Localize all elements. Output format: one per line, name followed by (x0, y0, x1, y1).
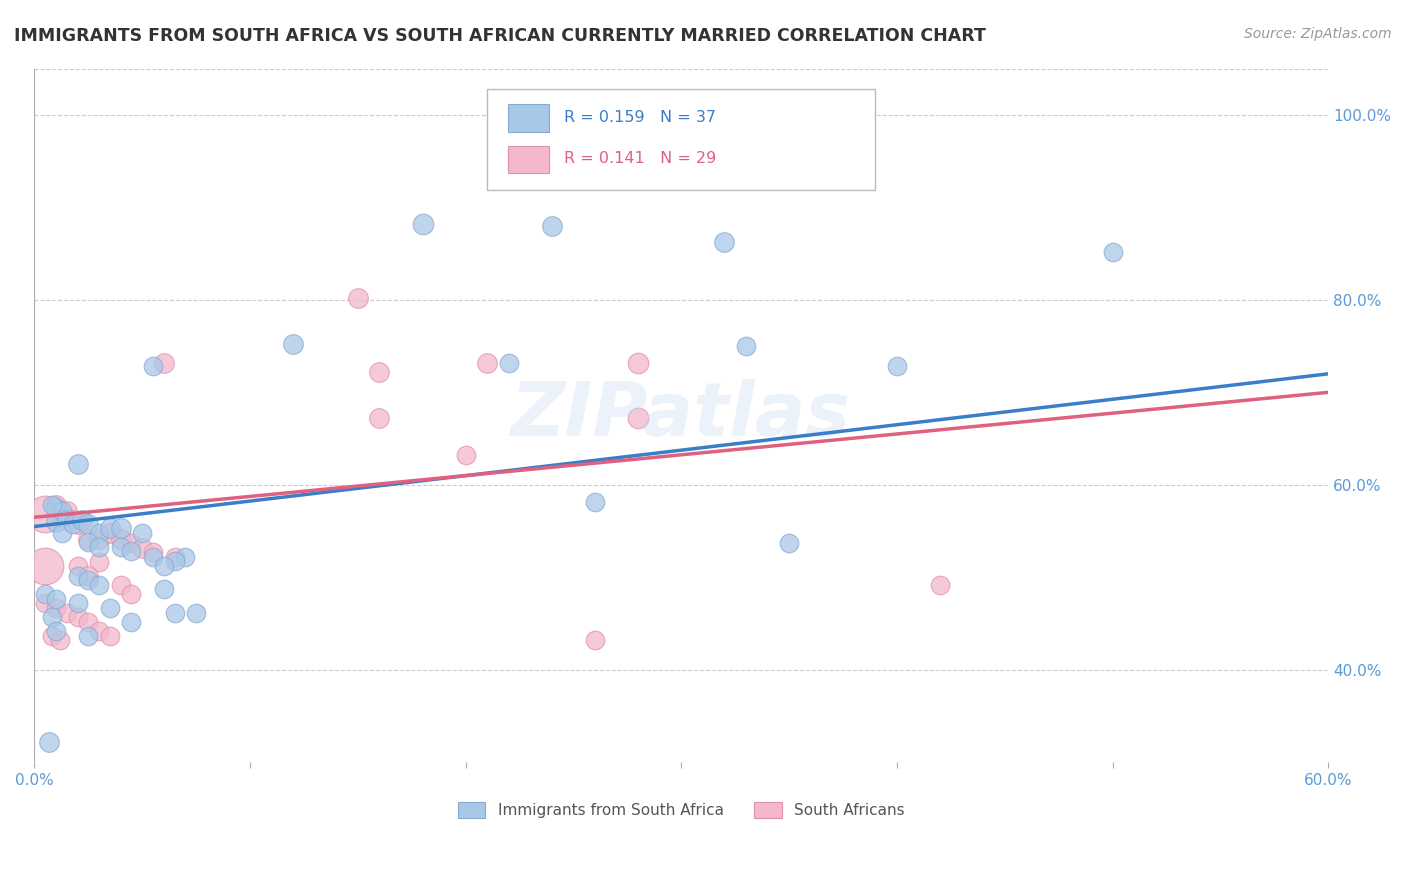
Point (66, 610, 89, 624)
Point (368, 365, 391, 379)
Point (929, 578, 952, 592)
Point (34, 596, 56, 610)
Point (98, 521, 121, 535)
Point (41, 629, 63, 643)
Point (120, 544, 142, 558)
Text: R = 0.141   N = 29: R = 0.141 N = 29 (564, 152, 716, 166)
Point (77, 535, 100, 549)
Point (38, 735, 60, 749)
Point (735, 339, 758, 353)
Point (77, 532, 100, 546)
Point (498, 356, 520, 370)
Point (77, 615, 100, 629)
Point (87, 532, 110, 546)
Point (45, 624, 67, 638)
Point (346, 291, 368, 305)
Point (142, 545, 165, 559)
Point (120, 536, 142, 550)
Point (87, 624, 110, 638)
Point (34, 587, 56, 601)
Text: ZIPatlas: ZIPatlas (512, 379, 851, 452)
FancyBboxPatch shape (488, 89, 876, 190)
Point (66, 596, 89, 610)
Point (98, 629, 121, 643)
Point (778, 536, 800, 550)
Point (583, 633, 606, 648)
Point (87, 578, 110, 592)
Text: R = 0.159   N = 37: R = 0.159 N = 37 (564, 110, 716, 125)
Point (184, 606, 207, 620)
Point (34, 559, 56, 574)
Point (368, 411, 391, 425)
Point (45, 601, 67, 615)
Point (110, 578, 132, 592)
Point (281, 337, 304, 351)
Point (627, 411, 650, 425)
Point (77, 573, 100, 587)
Text: IMMIGRANTS FROM SOUTH AFRICA VS SOUTH AFRICAN CURRENTLY MARRIED CORRELATION CHAR: IMMIGRANTS FROM SOUTH AFRICA VS SOUTH AF… (14, 27, 986, 45)
Point (152, 582, 174, 597)
Point (454, 448, 477, 462)
Point (412, 217, 434, 231)
Point (131, 541, 153, 555)
Point (110, 540, 132, 554)
Point (45, 501, 67, 516)
Point (70, 513, 93, 527)
Point (34, 508, 56, 522)
Legend: Immigrants from South Africa, South Africans: Immigrants from South Africa, South Afri… (451, 796, 911, 824)
FancyBboxPatch shape (508, 145, 550, 173)
Point (87, 526, 110, 541)
Point (142, 549, 165, 564)
Point (152, 356, 174, 370)
Point (77, 629, 100, 643)
Point (541, 219, 564, 233)
Point (87, 555, 110, 569)
Point (627, 356, 650, 370)
Point (66, 516, 89, 531)
Point (120, 615, 142, 629)
Point (142, 359, 165, 374)
Point (87, 540, 110, 554)
Point (45, 515, 67, 529)
Point (163, 554, 186, 568)
Point (77, 516, 100, 531)
Point (55, 606, 77, 620)
Point (45, 591, 67, 606)
Point (1101, 244, 1123, 259)
Point (49, 633, 72, 648)
Point (713, 235, 735, 250)
Point (55, 513, 77, 527)
Point (41, 610, 63, 624)
Point (66, 559, 89, 574)
Point (51, 504, 73, 518)
Point (98, 601, 121, 615)
Point (152, 559, 174, 574)
Point (110, 532, 132, 546)
Point (163, 549, 186, 564)
Point (77, 568, 100, 582)
Point (98, 526, 121, 541)
Point (45, 498, 67, 512)
Point (110, 521, 132, 535)
Point (120, 587, 142, 601)
Point (66, 457, 89, 471)
Point (66, 568, 89, 582)
Text: Source: ZipAtlas.com: Source: ZipAtlas.com (1244, 27, 1392, 41)
Point (62, 513, 84, 527)
Point (886, 359, 908, 374)
Point (51, 526, 73, 541)
Point (131, 526, 153, 541)
Point (163, 606, 186, 620)
Point (62, 516, 84, 531)
Point (41, 498, 63, 512)
Point (49, 508, 72, 522)
FancyBboxPatch shape (508, 103, 550, 132)
Point (477, 356, 499, 370)
Point (174, 549, 197, 564)
Point (583, 494, 606, 508)
Point (55, 504, 77, 518)
